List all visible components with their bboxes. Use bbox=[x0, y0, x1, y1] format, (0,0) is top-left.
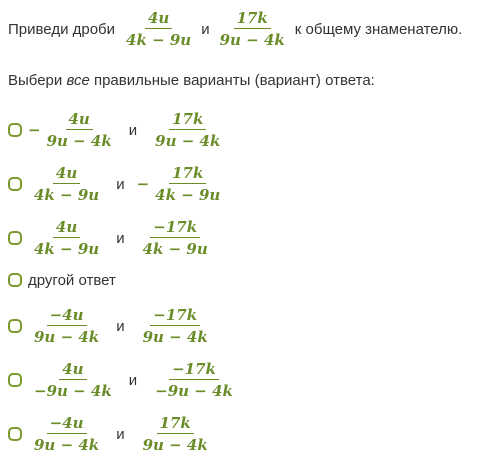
option-conjunction: и bbox=[116, 425, 125, 443]
fraction-sign: − bbox=[28, 121, 41, 139]
option-fraction-a: 4u −9u − 4k bbox=[31, 360, 115, 400]
question-conjunction: и bbox=[201, 20, 210, 38]
option-fraction-b: 17k 9u − 4k bbox=[152, 110, 223, 150]
checkbox[interactable] bbox=[8, 319, 22, 333]
option-conjunction: и bbox=[128, 371, 138, 389]
fraction-denominator: 4k − 9u bbox=[155, 186, 221, 204]
instruction-after: правильные варианты (вариант) ответа: bbox=[93, 72, 375, 89]
fraction-numerator: 17k bbox=[156, 414, 194, 434]
fraction-numerator: 4u bbox=[144, 9, 173, 29]
fraction-denominator: 9u − 4k bbox=[142, 436, 208, 454]
fraction-denominator: 4k − 9u bbox=[34, 186, 100, 204]
fraction-denominator: 4k − 9u bbox=[126, 31, 192, 49]
fraction-numerator: −17k bbox=[150, 306, 201, 326]
answer-option-6[interactable]: 4u −9u − 4k и −17k −9u − 4k bbox=[8, 356, 238, 404]
checkbox[interactable] bbox=[8, 231, 22, 245]
question-suffix: к общему знаменателю. bbox=[294, 20, 463, 38]
fraction-denominator: 9u − 4k bbox=[46, 132, 112, 150]
fraction-numerator: 4u bbox=[59, 360, 87, 380]
option-conjunction: и bbox=[128, 121, 138, 139]
fraction-numerator: 17k bbox=[169, 164, 207, 184]
answer-option-4[interactable]: другой ответ bbox=[8, 262, 116, 298]
fraction-denominator: 9u − 4k bbox=[155, 132, 221, 150]
answer-option-3[interactable]: 4u 4k − 9u и −17k 4k − 9u bbox=[8, 214, 213, 262]
fraction-denominator: 4k − 9u bbox=[34, 240, 100, 258]
checkbox[interactable] bbox=[8, 373, 22, 387]
answer-option-1[interactable]: − 4u 9u − 4k и 17k 9u − 4k bbox=[8, 106, 225, 154]
question-fraction-1: 4u 4k − 9u bbox=[123, 9, 194, 49]
fraction-denominator: 9u − 4k bbox=[34, 328, 100, 346]
checkbox[interactable] bbox=[8, 177, 22, 191]
fraction-denominator: 9u − 4k bbox=[219, 31, 285, 49]
question-text: Приведи дроби 4u 4k − 9u и 17k 9u − 4k к… bbox=[8, 8, 467, 50]
option-fraction-b: −17k 4k − 9u bbox=[140, 218, 211, 258]
fraction-denominator: 4k − 9u bbox=[142, 240, 208, 258]
fraction-numerator: 4u bbox=[52, 218, 81, 238]
answer-option-7[interactable]: −4u 9u − 4k и 17k 9u − 4k bbox=[8, 410, 213, 458]
fraction-numerator: −17k bbox=[169, 360, 219, 380]
fraction-numerator: 4u bbox=[65, 110, 93, 130]
fraction-numerator: 17k bbox=[233, 9, 271, 29]
fraction-denominator: −9u − 4k bbox=[155, 382, 233, 400]
option-fraction-b: −17k 9u − 4k bbox=[140, 306, 211, 346]
option-conjunction: и bbox=[116, 229, 125, 247]
fraction-denominator: 9u − 4k bbox=[34, 436, 100, 454]
instruction-text: Выбери все правильные варианты (вариант)… bbox=[8, 72, 375, 89]
fraction-numerator: −17k bbox=[150, 218, 201, 238]
fraction-denominator: −9u − 4k bbox=[34, 382, 112, 400]
checkbox[interactable] bbox=[8, 427, 22, 441]
checkbox[interactable] bbox=[8, 273, 22, 287]
checkbox[interactable] bbox=[8, 123, 22, 137]
question-prefix: Приведи дроби bbox=[8, 20, 116, 38]
instruction-before: Выбери bbox=[8, 72, 63, 89]
fraction-numerator: 17k bbox=[169, 110, 207, 130]
option-text: другой ответ bbox=[28, 271, 116, 289]
option-fraction-a: 4u 4k − 9u bbox=[31, 218, 102, 258]
option-fraction-b: 17k 9u − 4k bbox=[140, 414, 211, 454]
fraction-denominator: 9u − 4k bbox=[142, 328, 208, 346]
question-fraction-2: 17k 9u − 4k bbox=[217, 9, 288, 49]
fraction-numerator: 4u bbox=[52, 164, 81, 184]
answer-option-5[interactable]: −4u 9u − 4k и −17k 9u − 4k bbox=[8, 302, 213, 350]
option-fraction-a: −4u 9u − 4k bbox=[31, 414, 102, 454]
option-fraction-a: 4u 9u − 4k bbox=[44, 110, 115, 150]
option-fraction-a: −4u 9u − 4k bbox=[31, 306, 102, 346]
fraction-numerator: −4u bbox=[46, 414, 87, 434]
instruction-emphasis: все bbox=[66, 72, 90, 89]
option-fraction-b: 17k 4k − 9u bbox=[152, 164, 223, 204]
fraction-sign: − bbox=[136, 175, 150, 193]
option-fraction-b: −17k −9u − 4k bbox=[152, 360, 236, 400]
option-conjunction: и bbox=[116, 317, 125, 335]
option-conjunction: и bbox=[116, 175, 125, 193]
answer-option-2[interactable]: 4u 4k − 9u и − 17k 4k − 9u bbox=[8, 160, 225, 208]
option-fraction-a: 4u 4k − 9u bbox=[31, 164, 102, 204]
fraction-numerator: −4u bbox=[46, 306, 87, 326]
